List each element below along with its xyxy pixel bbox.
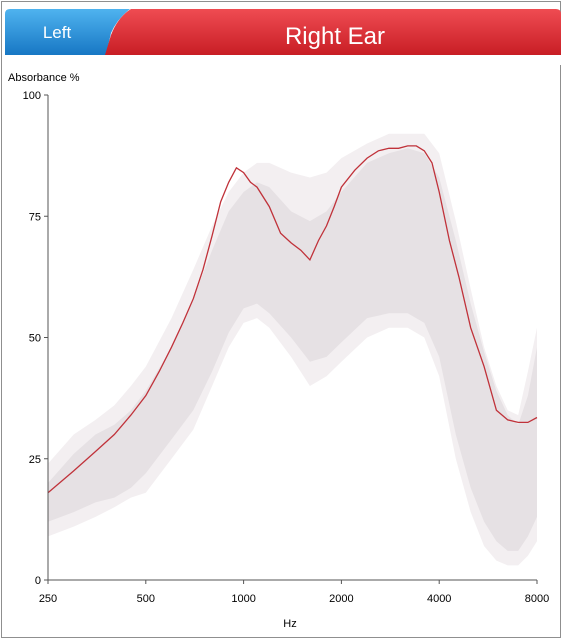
right-ear-title: Right Ear [284,23,386,50]
absorbance-line-0 [47,145,538,494]
title-bar-shape [105,9,561,55]
normative-band-1 [48,148,537,551]
x-tick-label: 1000 [231,593,255,605]
x-axis-label: Hz [283,618,296,630]
x-tick-label: 2000 [329,593,353,605]
normative-bands [48,133,537,566]
x-ticks: 250 500 1000 2000 4000 8000 [39,580,549,605]
left-tab-shape[interactable] [5,9,130,55]
x-tick-label: 4000 [427,593,451,605]
y-tick-label: 100 [23,90,41,102]
x-tick-label: 8000 [525,593,549,605]
y-ticks: 0 25 50 75 100 [23,90,48,587]
y-tick-label: 0 [35,575,41,587]
x-tick-label: 250 [39,593,57,605]
ear-header: Left Right Ear [5,9,561,67]
series-lines [47,145,538,494]
absorbance-chart: Absorbance % Hz 0 25 50 75 100 250 500 1000 200… [8,72,549,630]
y-tick-label: 50 [29,333,41,345]
left-tab-button[interactable]: Left [42,23,72,42]
y-tick-label: 75 [29,211,41,223]
y-axis-label: Absorbance % [8,72,80,84]
header-background [5,9,561,65]
absorbance-plot: Absorbance % Hz 0 25 50 75 100 250 500 1000 200… [5,67,561,637]
x-tick-label: 500 [137,593,155,605]
y-tick-label: 25 [29,454,41,466]
